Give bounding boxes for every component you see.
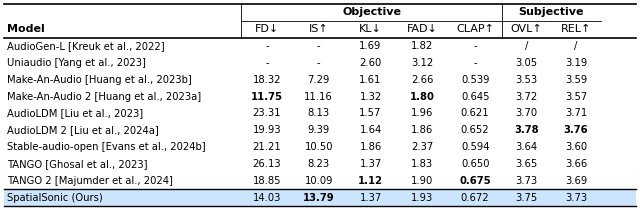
Text: 23.31: 23.31 [253, 108, 281, 118]
Text: /: / [574, 41, 578, 51]
Text: AudioGen-L [Kreuk et al., 2022]: AudioGen-L [Kreuk et al., 2022] [7, 41, 164, 51]
Text: KL↓: KL↓ [359, 24, 382, 34]
Text: 18.32: 18.32 [253, 75, 281, 85]
Text: Make-An-Audio 2 [Huang et al., 2023a]: Make-An-Audio 2 [Huang et al., 2023a] [7, 92, 201, 102]
Text: -: - [265, 58, 269, 68]
Text: IS↑: IS↑ [309, 24, 328, 34]
Text: 10.50: 10.50 [305, 142, 333, 152]
Text: 1.64: 1.64 [360, 125, 381, 135]
Text: 3.73: 3.73 [516, 176, 538, 186]
Text: 0.650: 0.650 [461, 159, 490, 169]
Text: 3.76: 3.76 [564, 125, 588, 135]
Text: 21.21: 21.21 [253, 142, 282, 152]
Text: 3.71: 3.71 [565, 108, 587, 118]
Text: -: - [265, 41, 269, 51]
Text: 2.37: 2.37 [412, 142, 433, 152]
Text: -: - [317, 41, 321, 51]
Text: 3.05: 3.05 [516, 58, 538, 68]
Text: 3.64: 3.64 [516, 142, 538, 152]
Text: 3.60: 3.60 [565, 142, 587, 152]
Text: 8.13: 8.13 [308, 108, 330, 118]
Text: 3.59: 3.59 [565, 75, 587, 85]
Text: 1.82: 1.82 [412, 41, 433, 51]
Text: 2.66: 2.66 [411, 75, 433, 85]
Text: 7.29: 7.29 [308, 75, 330, 85]
Text: REL↑: REL↑ [561, 24, 591, 34]
Text: FD↓: FD↓ [255, 24, 279, 34]
Text: 19.93: 19.93 [253, 125, 281, 135]
Text: 2.60: 2.60 [360, 58, 381, 68]
Text: 1.69: 1.69 [360, 41, 381, 51]
Text: 0.652: 0.652 [461, 125, 490, 135]
Text: -: - [474, 58, 477, 68]
Text: 1.80: 1.80 [410, 92, 435, 102]
Text: OVL↑: OVL↑ [511, 24, 543, 34]
Text: -: - [317, 58, 321, 68]
Text: 1.57: 1.57 [360, 108, 381, 118]
Text: 3.75: 3.75 [516, 193, 538, 203]
Text: 8.23: 8.23 [308, 159, 330, 169]
Text: 13.79: 13.79 [303, 193, 335, 203]
Text: 3.19: 3.19 [565, 58, 587, 68]
Text: Model: Model [7, 24, 45, 34]
Text: FAD↓: FAD↓ [407, 24, 438, 34]
Text: AudioLDM 2 [Liu et al., 2024a]: AudioLDM 2 [Liu et al., 2024a] [7, 125, 159, 135]
Text: 3.78: 3.78 [515, 125, 539, 135]
Text: 11.16: 11.16 [305, 92, 333, 102]
Text: 0.675: 0.675 [460, 176, 491, 186]
Text: 1.96: 1.96 [411, 108, 433, 118]
Text: Objective: Objective [342, 7, 401, 17]
Text: 9.39: 9.39 [308, 125, 330, 135]
Text: -: - [474, 41, 477, 51]
Text: 0.645: 0.645 [461, 92, 490, 102]
Text: 0.539: 0.539 [461, 75, 490, 85]
Text: 1.32: 1.32 [360, 92, 381, 102]
Text: 1.93: 1.93 [412, 193, 433, 203]
Text: 0.621: 0.621 [461, 108, 490, 118]
Text: Subjective: Subjective [518, 7, 584, 17]
Text: 0.672: 0.672 [461, 193, 490, 203]
Text: 3.69: 3.69 [565, 176, 587, 186]
Text: 3.72: 3.72 [516, 92, 538, 102]
Text: 1.90: 1.90 [412, 176, 433, 186]
Text: TANGO 2 [Majumder et al., 2024]: TANGO 2 [Majumder et al., 2024] [7, 176, 173, 186]
Text: CLAP↑: CLAP↑ [456, 24, 494, 34]
Text: 3.66: 3.66 [565, 159, 587, 169]
Text: AudioLDM [Liu et al., 2023]: AudioLDM [Liu et al., 2023] [7, 108, 143, 118]
Text: 10.09: 10.09 [305, 176, 333, 186]
Text: 3.53: 3.53 [516, 75, 538, 85]
Text: 14.03: 14.03 [253, 193, 281, 203]
Text: 26.13: 26.13 [253, 159, 281, 169]
Text: 1.37: 1.37 [360, 159, 381, 169]
Text: 1.61: 1.61 [360, 75, 381, 85]
Text: 1.86: 1.86 [360, 142, 381, 152]
Text: 0.594: 0.594 [461, 142, 490, 152]
Text: 1.37: 1.37 [360, 193, 381, 203]
Text: 18.85: 18.85 [253, 176, 281, 186]
Text: Uniaudio [Yang et al., 2023]: Uniaudio [Yang et al., 2023] [7, 58, 146, 68]
Text: Make-An-Audio [Huang et al., 2023b]: Make-An-Audio [Huang et al., 2023b] [7, 75, 192, 85]
Text: 11.75: 11.75 [251, 92, 283, 102]
Text: /: / [525, 41, 529, 51]
Text: 3.57: 3.57 [565, 92, 587, 102]
Text: 3.12: 3.12 [412, 58, 433, 68]
Text: Stable-audio-open [Evans et al., 2024b]: Stable-audio-open [Evans et al., 2024b] [7, 142, 205, 152]
Text: 3.70: 3.70 [516, 108, 538, 118]
Text: TANGO [Ghosal et al., 2023]: TANGO [Ghosal et al., 2023] [7, 159, 147, 169]
Text: 3.73: 3.73 [565, 193, 587, 203]
Text: SpatialSonic (Ours): SpatialSonic (Ours) [7, 193, 103, 203]
Bar [4, 189, 636, 206]
Text: 1.12: 1.12 [358, 176, 383, 186]
Text: 1.83: 1.83 [412, 159, 433, 169]
Text: 1.86: 1.86 [412, 125, 433, 135]
Text: 3.65: 3.65 [516, 159, 538, 169]
